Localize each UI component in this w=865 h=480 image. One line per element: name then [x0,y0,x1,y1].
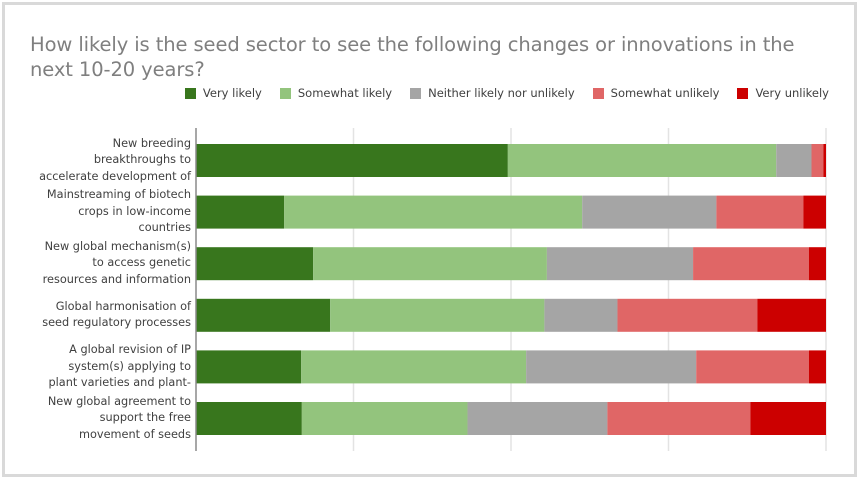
bar-somewhat-unlikely-row-3 [693,247,809,281]
bar-neither-likely-nor-unlikely-row-6 [467,402,608,435]
category-label-line: Global harmonisation of [55,299,191,313]
legend-swatch-very-unlikely [737,87,749,99]
bar-very-unlikely-row-1 [823,144,826,177]
legend-item-somewhat-unlikely: Somewhat unlikely [592,86,720,100]
bar-very-unlikely-row-5 [808,350,826,384]
bar-very-likely-row-5 [196,350,302,384]
bar-somewhat-unlikely-row-2 [716,195,804,229]
bar-somewhat-unlikely-row-5 [696,350,809,384]
category-label: New global agreement to support the free m… [21,394,191,444]
legend-swatch-somewhat-likely [279,87,291,99]
category-label-line: accelerate development of [39,169,191,183]
chart-frame [2,2,857,477]
bar-somewhat-unlikely-row-1 [811,144,824,177]
category-label-line: breakthroughs to [93,153,191,167]
legend-swatch-neither [410,87,422,99]
legend-item-neither: Neither likely nor unlikely [410,86,575,100]
category-label-line: New global mechanism(s) [44,239,191,253]
category-label-line: New global agreement to [47,394,191,408]
category-label-line: New breeding [112,136,191,150]
category-label: A global revision of IP system(s) applyin… [21,342,192,392]
bar-somewhat-unlikely-row-4 [617,298,758,332]
bar-somewhat-likely-row-2 [284,195,583,229]
legend-label: Very likely [202,86,262,100]
category-label: Mainstreaming of biotech crops in low-inc… [21,187,191,237]
legend-label: Somewhat unlikely [610,86,720,100]
category-label: New global mechanism(s) to access genetic… [21,239,191,289]
bar-neither-likely-nor-unlikely-row-1 [776,144,812,177]
chart-title: How likely is the seed sector to see the… [30,33,795,81]
category-label: New breeding breakthroughs to accelerate d… [21,136,191,186]
bar-very-unlikely-row-2 [803,195,826,229]
legend-item-very-unlikely: Very unlikely [737,86,829,100]
legend-label: Very unlikely [755,86,829,100]
bar-somewhat-likely-row-1 [507,144,777,177]
category-label-line: resources and information [42,272,191,286]
bar-very-likely-row-1 [196,144,508,177]
bar-very-likely-row-2 [196,195,285,229]
category-label-line: countries [138,221,192,235]
bar-neither-likely-nor-unlikely-row-5 [526,350,697,384]
category-label-line: to access genetic [92,256,191,270]
category-label-line: system(s) applying to [68,359,191,373]
legend-item-somewhat-likely: Somewhat likely [279,86,393,100]
bar-neither-likely-nor-unlikely-row-3 [546,247,694,281]
legend-label: Neither likely nor unlikely [428,86,575,100]
category-label-line: A global revision of IP [69,343,191,357]
bar-very-unlikely-row-4 [757,298,826,332]
category-label-line: crops in low-income [78,204,191,218]
category-label-line: seed regulatory processes [42,316,191,330]
bar-somewhat-likely-row-4 [330,298,545,332]
bar-very-likely-row-6 [196,402,302,435]
bar-somewhat-unlikely-row-6 [607,402,751,435]
category-label: Global harmonisation of seed regulatory p… [21,299,191,332]
bar-very-unlikely-row-3 [808,247,826,281]
bar-very-likely-row-3 [196,247,314,281]
category-label-line: plant varieties and plant- [48,376,192,390]
bar-very-unlikely-row-6 [750,402,826,435]
legend-item-very-likely: Very likely [184,86,262,100]
bar-very-likely-row-4 [196,298,331,332]
bar-neither-likely-nor-unlikely-row-4 [544,298,618,332]
bar-somewhat-likely-row-5 [301,350,527,384]
category-label-line: movement of seeds [78,427,191,441]
legend-label: Somewhat likely [297,86,393,100]
bar-somewhat-likely-row-6 [301,402,468,435]
chart-legend: Very likely Somewhat likely Neither like… [167,86,829,100]
bar-neither-likely-nor-unlikely-row-2 [582,195,717,229]
category-label-line: Mainstreaming of biotech [46,188,191,202]
bar-somewhat-likely-row-3 [313,247,547,281]
legend-swatch-very-likely [184,87,196,99]
legend-swatch-somewhat-unlikely [592,87,604,99]
category-label-line: support the free [99,411,191,425]
